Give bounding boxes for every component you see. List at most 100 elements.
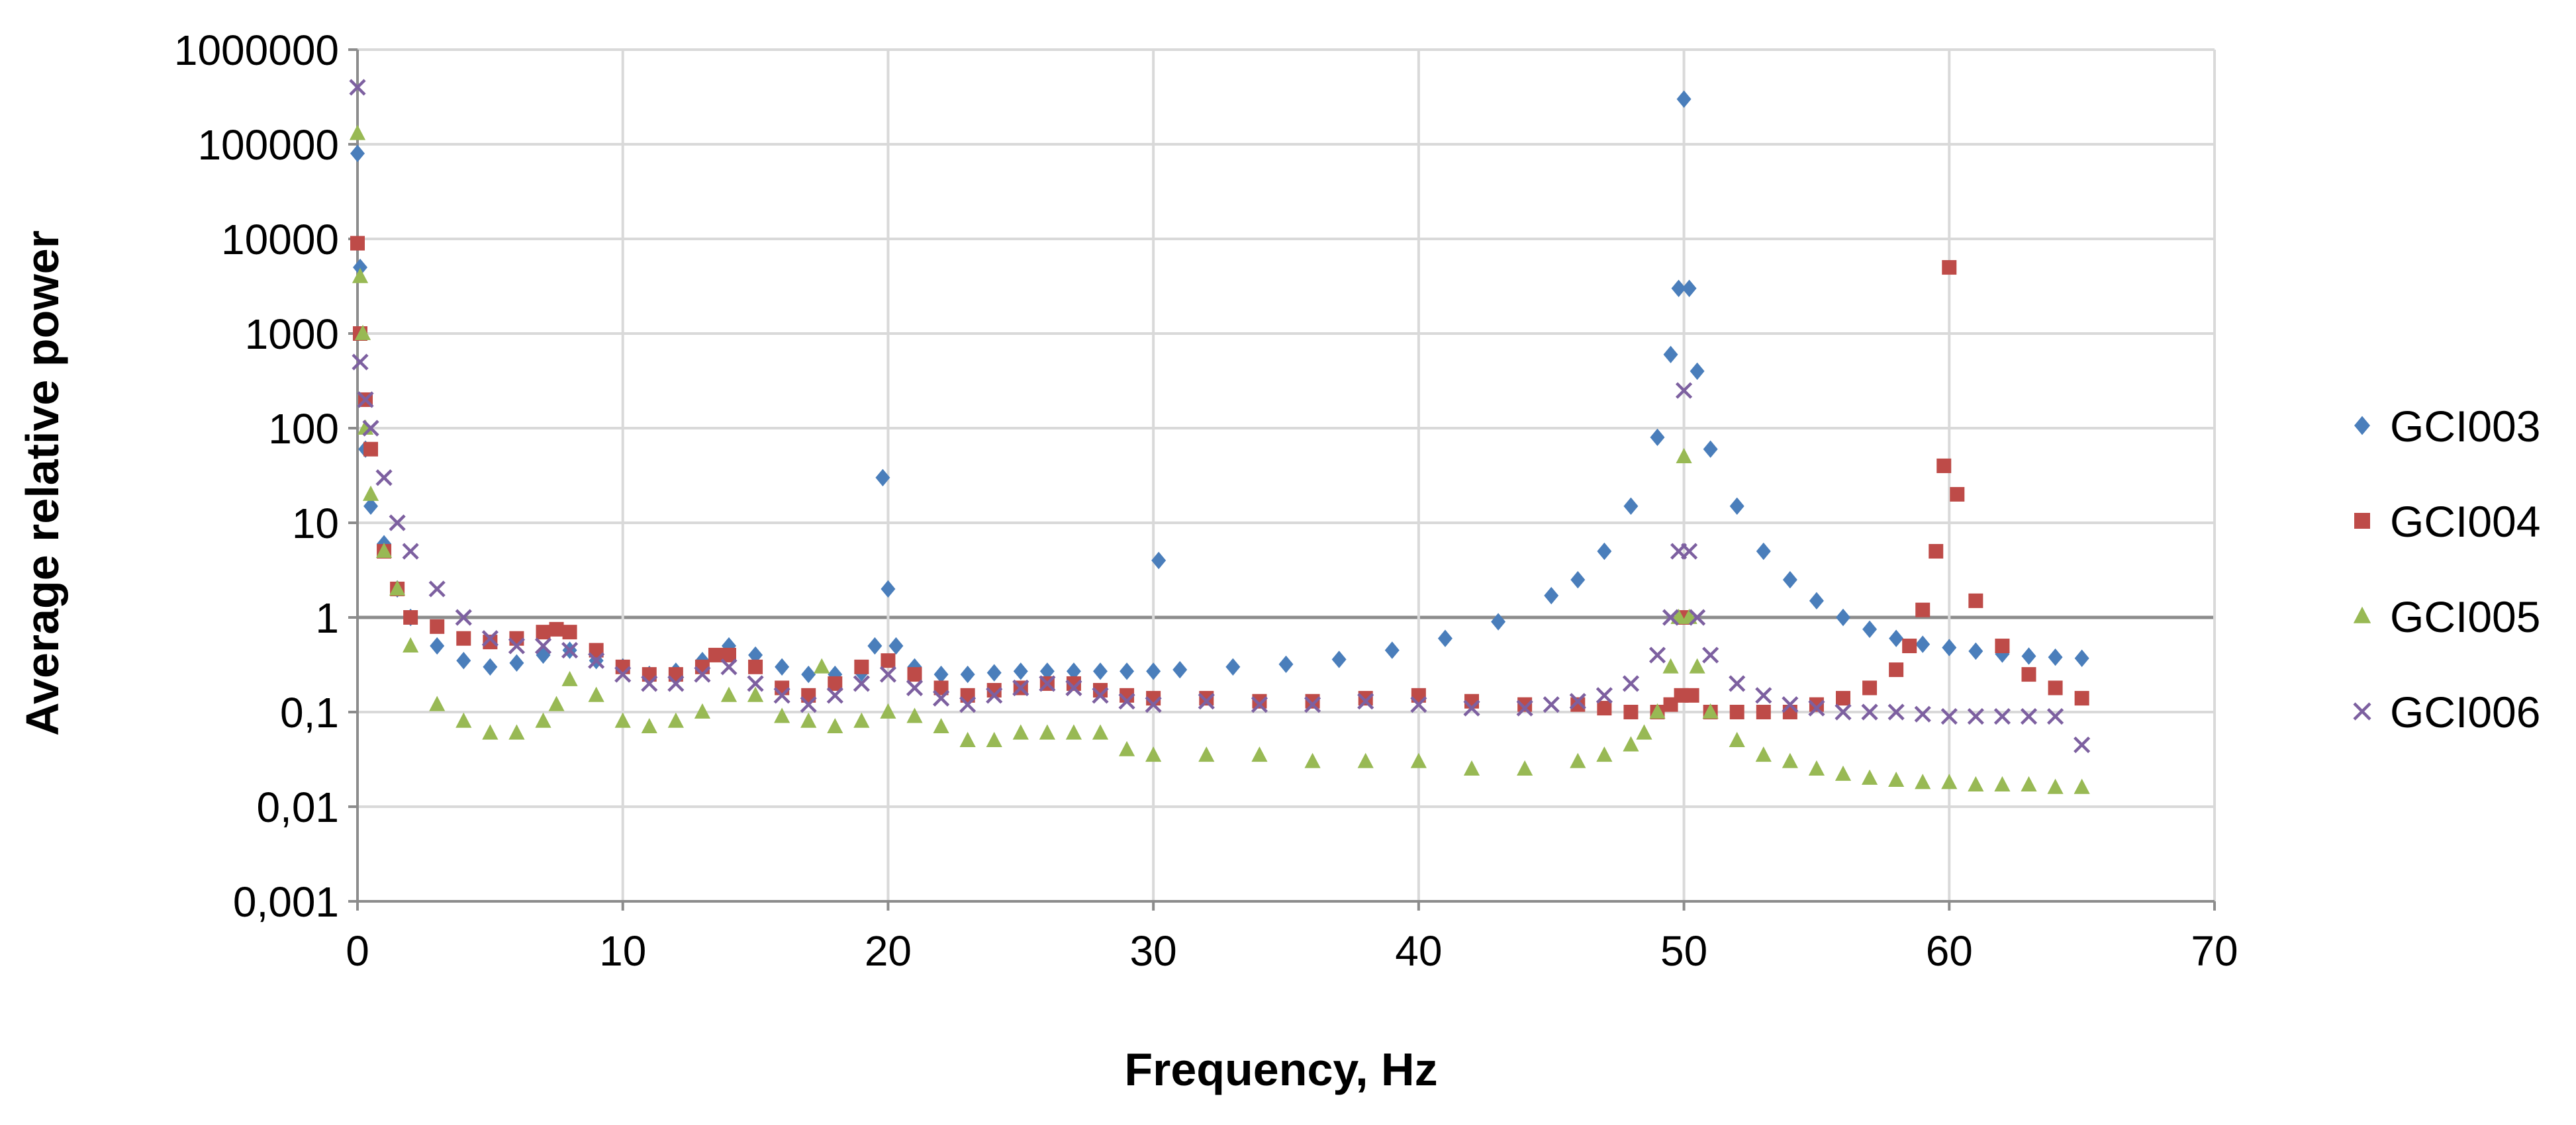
data-point [352, 267, 369, 283]
x-marker-stroke [1993, 707, 2011, 725]
data-point [1092, 687, 1109, 704]
data-point [667, 712, 684, 728]
data-point [2021, 647, 2036, 665]
data-point [1410, 752, 1427, 768]
x-marker-stroke [800, 696, 817, 713]
legend-item: GCI004 [2354, 497, 2540, 546]
x-marker-stroke [694, 666, 711, 683]
data-point [508, 637, 526, 654]
data-point [1516, 699, 1533, 717]
data-point [1936, 458, 1952, 473]
data-point [1809, 592, 1824, 610]
x-marker-stroke [932, 690, 950, 707]
data-point [534, 637, 552, 654]
data-point [1682, 279, 1697, 297]
legend-item: GCI005 [2353, 592, 2540, 641]
data-point [455, 609, 472, 626]
legend-label: GCI005 [2390, 592, 2540, 641]
data-point [589, 643, 604, 658]
x-tick-label: 60 [1926, 927, 1973, 975]
x-marker-stroke [1039, 675, 1056, 692]
data-point [1914, 705, 1931, 723]
data-point [1623, 497, 1639, 516]
y-tick-label: 1 [315, 594, 339, 642]
y-tick-label: 10 [292, 500, 339, 547]
legend-label: GCI003 [2390, 402, 2540, 451]
data-point [881, 580, 896, 598]
data-point [1278, 655, 1294, 673]
data-point [1596, 687, 1613, 704]
x-marker-stroke [720, 658, 738, 676]
data-point [1689, 609, 1706, 626]
data-point [2046, 707, 2064, 725]
data-point [1968, 593, 1983, 608]
x-marker-stroke [455, 609, 472, 626]
data-point [2074, 691, 2089, 706]
data-point [1756, 542, 1771, 561]
x-marker-stroke [1648, 647, 1666, 664]
x-marker-stroke [1835, 703, 1852, 721]
x-marker-stroke [1145, 696, 1162, 713]
data-point [641, 675, 658, 692]
data-point [1809, 697, 1824, 712]
data-point [1570, 697, 1586, 712]
data-point [429, 696, 446, 711]
data-point [482, 724, 499, 740]
data-point [694, 666, 711, 683]
data-point [1671, 279, 1686, 297]
data-series [349, 79, 2091, 794]
x-marker-stroke [667, 675, 685, 692]
x-marker-stroke [1887, 703, 1905, 721]
legend-marker [2353, 606, 2371, 623]
data-point [1357, 693, 1374, 710]
data-point [1384, 641, 1400, 659]
data-point [389, 580, 406, 596]
x-marker-stroke [1782, 696, 1799, 713]
x-marker-stroke [1808, 699, 1825, 717]
x-marker-stroke [561, 641, 579, 659]
axes: 0,0010,010,11101001000100001000001000000… [174, 26, 2238, 975]
y-axis-label: Average relative power [17, 230, 68, 736]
data-point [748, 659, 763, 674]
data-point [1782, 752, 1798, 768]
data-point [1755, 687, 1772, 704]
data-point [1929, 544, 1944, 559]
data-point [1940, 707, 1958, 725]
data-point [1120, 662, 1135, 680]
data-point [1145, 696, 1162, 713]
data-point [402, 543, 419, 560]
data-point [1093, 662, 1108, 680]
data-point [561, 670, 578, 686]
data-point [615, 659, 630, 674]
data-point [1251, 696, 1268, 713]
data-point [800, 712, 817, 728]
x-marker-stroke [906, 679, 924, 697]
data-point [1662, 609, 1680, 626]
data-point [1649, 703, 1666, 719]
data-point [986, 664, 1002, 682]
data-point [2074, 649, 2089, 667]
x-marker-stroke [1543, 696, 1560, 713]
data-point [880, 703, 896, 719]
data-point [403, 637, 419, 652]
data-point [1491, 613, 1506, 631]
data-point [748, 646, 763, 664]
data-point [1967, 707, 1984, 725]
data-point [1437, 629, 1453, 647]
data-point [1012, 724, 1029, 740]
x-marker-stroke [1463, 699, 1480, 717]
data-point [1597, 542, 1612, 561]
data-point [1331, 651, 1347, 668]
x-marker-stroke [1675, 382, 1693, 399]
y-tick-label: 0,001 [233, 878, 339, 926]
x-marker-stroke [508, 637, 526, 654]
data-point [1968, 776, 1984, 791]
data-point [455, 712, 472, 728]
data-point [933, 717, 949, 734]
data-point [1861, 703, 1878, 721]
data-point [722, 637, 736, 655]
y-tick-label: 10000 [221, 216, 339, 263]
data-point [722, 647, 736, 662]
